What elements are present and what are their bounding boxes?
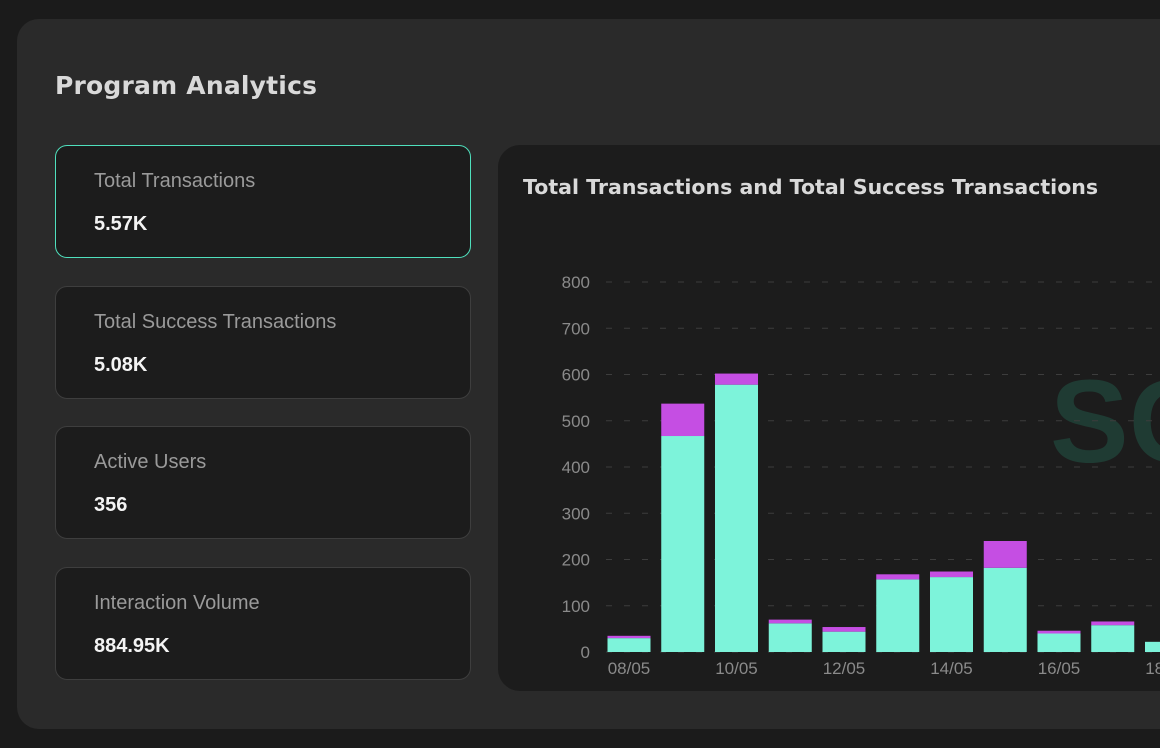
stat-label: Total Transactions [94, 170, 256, 192]
x-tick-label: 18/05 [1145, 659, 1160, 678]
bar-success [983, 567, 1027, 652]
stat-card-total-transactions[interactable]: Total Transactions 5.57K [55, 145, 471, 258]
panel-title: Program Analytics [55, 71, 318, 100]
y-tick-label: 100 [562, 597, 590, 616]
bar-failed [822, 627, 866, 632]
y-tick-label: 800 [562, 273, 590, 292]
stat-label: Interaction Volume [94, 592, 260, 614]
y-tick-label: 400 [562, 458, 590, 477]
bar-chart: SC 0 100 200 300 400 500 600 700 800 08/05 10/05 12… [562, 273, 1160, 678]
stat-value: 356 [94, 494, 128, 516]
stat-card-total-success-transactions[interactable]: Total Success Transactions 5.08K [55, 286, 471, 399]
bar-failed [1037, 630, 1081, 634]
bar-failed [661, 403, 705, 437]
stat-value: 5.57K [94, 213, 148, 235]
y-tick-label: 300 [562, 504, 590, 523]
bar-success [661, 436, 705, 652]
bar-success [1145, 641, 1160, 652]
bar-success [1091, 625, 1135, 652]
stat-card-active-users[interactable]: Active Users 356 [55, 426, 471, 539]
x-tick-label: 14/05 [930, 659, 973, 678]
program-analytics-panel: Program Analytics Total Transactions 5.5… [17, 19, 1160, 729]
bar-success [930, 577, 973, 652]
y-tick-label: 700 [562, 319, 590, 338]
y-tick-label: 0 [581, 643, 590, 662]
stat-value: 884.95K [94, 635, 170, 657]
bar-failed [1091, 621, 1135, 626]
y-tick-label: 200 [562, 551, 590, 570]
bar-success [768, 623, 812, 652]
x-tick-label: 10/05 [715, 659, 758, 678]
bar-failed [983, 541, 1027, 568]
bar-success [876, 579, 920, 652]
bar-success [715, 384, 758, 652]
stat-value: 5.08K [94, 354, 148, 376]
x-tick-label: 08/05 [608, 659, 651, 678]
x-tick-label: 16/05 [1038, 659, 1081, 678]
y-tick-label: 600 [562, 366, 590, 385]
chart-card: SC 0 100 200 300 400 500 600 700 800 08/05 10/05 12… [498, 145, 1160, 691]
chart-title: Total Transactions and Total Success Tra… [523, 175, 1099, 199]
bar-failed [876, 574, 920, 580]
bar-failed [768, 619, 812, 624]
bar-failed [607, 635, 651, 639]
bar-success [822, 631, 866, 652]
bar-success [607, 638, 651, 652]
stat-label: Active Users [94, 451, 207, 473]
bar-failed [715, 373, 758, 385]
bar-failed [930, 571, 973, 578]
y-tick-label: 500 [562, 412, 590, 431]
stat-card-interaction-volume[interactable]: Interaction Volume 884.95K [55, 567, 471, 680]
bar-success [1037, 633, 1081, 652]
chart-watermark: SC [1050, 356, 1160, 488]
x-tick-label: 12/05 [823, 659, 866, 678]
stat-label: Total Success Transactions [94, 311, 337, 333]
